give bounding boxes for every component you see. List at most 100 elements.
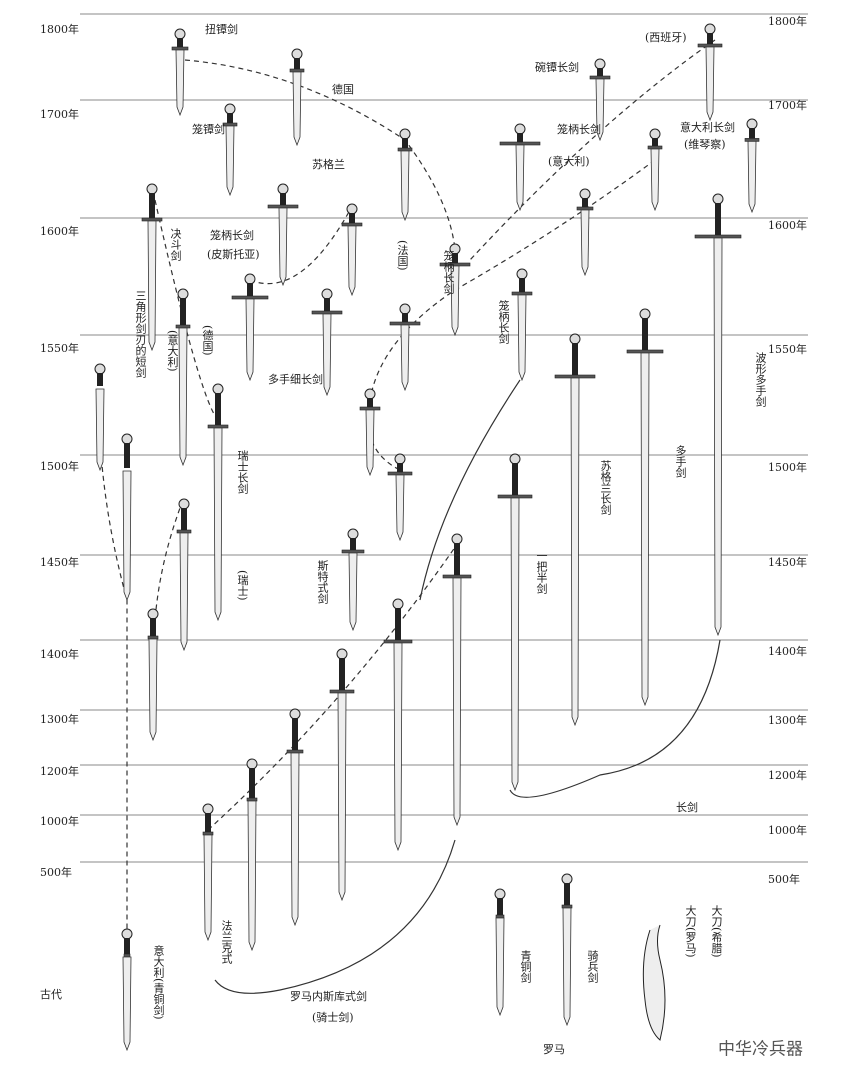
blade — [348, 552, 358, 632]
sword-label: (德国) — [201, 325, 214, 356]
sword — [589, 58, 611, 142]
blade — [510, 497, 520, 792]
guard — [147, 635, 159, 640]
blade — [122, 956, 132, 1052]
sword — [387, 453, 413, 542]
grip — [517, 133, 523, 142]
sword-label: 德国 — [332, 82, 354, 96]
grip — [177, 38, 183, 47]
grip — [402, 138, 408, 148]
guard — [744, 138, 760, 142]
sword-label: 决斗剑 — [169, 228, 182, 261]
grip — [519, 278, 525, 292]
grip — [97, 373, 103, 386]
pommel — [399, 128, 411, 140]
sword — [121, 928, 133, 1052]
pommel — [639, 308, 651, 320]
pommel — [516, 268, 528, 280]
pommel — [246, 758, 258, 770]
sword-label: (皮斯托亚) — [207, 247, 260, 261]
pommel — [451, 533, 463, 545]
blade — [347, 225, 357, 297]
sword-label: 多手剑 — [674, 444, 687, 478]
sword-label: 法兰克式 — [220, 919, 233, 964]
sword-label: 三角形剑刃的短剑 — [134, 290, 147, 378]
year-label: 500年 — [40, 865, 72, 879]
sword-label: 笼柄长剑 — [442, 249, 455, 294]
sword-label: (西班牙) — [645, 31, 687, 44]
year-label: 500年 — [768, 872, 800, 886]
blade — [747, 141, 757, 214]
grip — [402, 313, 408, 322]
blade — [148, 638, 158, 742]
sword-label: (维琴察) — [684, 137, 726, 151]
sword — [576, 188, 594, 277]
sword — [171, 28, 189, 117]
blade — [400, 324, 410, 392]
year-label: 1800年 — [40, 22, 79, 36]
sword-label: 碗镡长剑 — [535, 60, 579, 74]
blade — [393, 642, 403, 852]
guard — [171, 46, 189, 51]
sword — [694, 193, 742, 637]
blade — [225, 125, 235, 197]
pommel — [94, 363, 106, 375]
swords — [94, 23, 760, 1052]
sword-label: 大刀(罗马) — [684, 904, 697, 958]
blade — [450, 265, 460, 337]
grip — [642, 318, 648, 350]
pommel — [321, 288, 333, 300]
pommel — [291, 48, 303, 60]
blade — [203, 834, 213, 942]
guard — [387, 471, 413, 476]
grip — [597, 68, 603, 76]
year-label: 1000年 — [768, 823, 807, 837]
year-label: 1800年 — [768, 14, 807, 28]
sword-label: (法国) — [396, 240, 409, 271]
sword-label: 笼柄长剑 — [210, 228, 254, 242]
brace — [214, 839, 456, 994]
guard — [359, 406, 381, 411]
sword-label: 苏格兰 — [312, 157, 345, 171]
connector — [154, 499, 184, 621]
blade — [322, 313, 332, 397]
blade — [122, 470, 132, 602]
guard — [286, 749, 304, 754]
sword-label: 苏格兰长剑 — [599, 460, 612, 515]
connector — [367, 159, 656, 471]
grip — [124, 443, 130, 468]
pommel — [514, 123, 526, 135]
blade — [278, 207, 288, 287]
blade — [517, 294, 527, 382]
blade — [365, 409, 375, 477]
sword — [359, 388, 381, 477]
sword — [341, 203, 363, 297]
blade — [292, 71, 302, 147]
pommel — [347, 528, 359, 540]
connector — [469, 39, 716, 261]
blade — [179, 532, 189, 652]
guard — [123, 953, 131, 958]
sword-label: 扭镡剑 — [205, 22, 238, 36]
grip — [715, 203, 721, 235]
blade — [495, 917, 505, 1017]
blade — [175, 49, 185, 117]
grip — [205, 813, 211, 832]
grip — [227, 113, 233, 123]
year-label: 1600年 — [768, 218, 807, 232]
year-label: 古代 — [40, 988, 62, 1001]
grip — [215, 393, 221, 425]
sword-label: (意大利) — [548, 154, 590, 168]
pommel — [704, 23, 716, 35]
sword-label: 意大利长剑 — [680, 120, 735, 134]
grip — [397, 463, 403, 472]
blade — [247, 800, 257, 952]
pommel — [178, 498, 190, 510]
year-label: 1700年 — [768, 98, 807, 112]
sword — [439, 243, 471, 337]
pommel — [146, 183, 158, 195]
blade — [95, 388, 105, 472]
guard — [495, 914, 505, 919]
sword — [383, 598, 413, 852]
